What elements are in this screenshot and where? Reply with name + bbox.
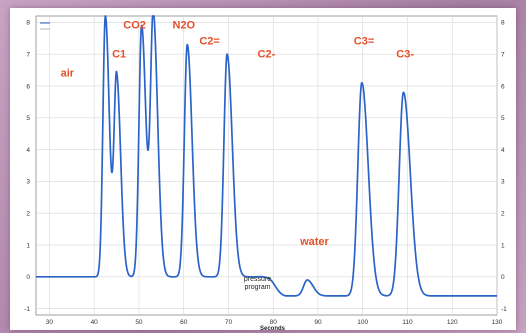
peak-label: C2-	[258, 48, 276, 60]
y-tick-label-right: 3	[501, 179, 505, 186]
peak-label: water	[299, 236, 329, 248]
y-tick-label-right: 8	[501, 20, 505, 27]
x-tick-label: 80	[270, 319, 278, 326]
x-tick-label: 40	[91, 319, 99, 326]
x-tick-label: 70	[225, 319, 233, 326]
peak-label: N2O	[173, 20, 196, 32]
pressure-note-line2: program	[245, 284, 271, 291]
x-tick-label: 120	[447, 319, 458, 326]
y-tick-label-right: 2	[501, 211, 505, 218]
y-tick-label: 1	[26, 242, 30, 249]
x-tick-label: 60	[180, 319, 188, 326]
y-tick-label: 3	[26, 179, 30, 186]
y-tick-label-right: 0	[501, 274, 505, 281]
plot-border	[35, 15, 498, 316]
peak-label: C3=	[354, 36, 375, 48]
x-tick-label: 90	[314, 319, 322, 326]
y-tick-label: 6	[26, 83, 30, 90]
y-tick-label-right: 1	[501, 242, 505, 249]
x-axis-label: Seconds	[260, 326, 286, 330]
chromatogram-svg: 30 40 50 60 70 80 90 100 110 120 130 -1 -1 0 0 1 1 2 2 3 3 4 4…	[24, 15, 507, 330]
y-tick-label-right: 7	[501, 51, 505, 58]
y-tick-label: 7	[26, 51, 30, 58]
y-tick-label: 2	[26, 211, 30, 218]
x-tick-label: 50	[135, 319, 143, 326]
pressure-note-line1: pressure	[244, 276, 271, 283]
x-tick-label: 130	[492, 319, 503, 326]
y-tick-label: 0	[26, 274, 30, 281]
y-tick-label: 5	[26, 115, 30, 122]
peak-label: CO2	[123, 20, 146, 32]
x-tick-label: 110	[402, 319, 413, 326]
peak-label: C2=	[199, 36, 220, 48]
x-tick-label: 30	[46, 319, 54, 326]
peak-label: C3-	[396, 48, 414, 60]
y-tick-label: 4	[26, 147, 30, 154]
y-tick-label-right: -1	[501, 306, 507, 313]
peak-label: C1	[112, 48, 126, 60]
y-tick-label-right: 4	[501, 147, 505, 154]
chromatogram-chart: 30 40 50 60 70 80 90 100 110 120 130 -1 -1 0 0 1 1 2 2 3 3 4 4…	[10, 8, 516, 330]
series-line	[35, 15, 498, 297]
y-tick-label-right: 5	[501, 115, 505, 122]
peak-label: air	[61, 67, 75, 79]
y-tick-label-right: 6	[501, 83, 505, 90]
y-tick-label: -1	[24, 306, 30, 313]
x-tick-label: 100	[357, 319, 368, 326]
y-tick-label: 8	[26, 20, 30, 27]
